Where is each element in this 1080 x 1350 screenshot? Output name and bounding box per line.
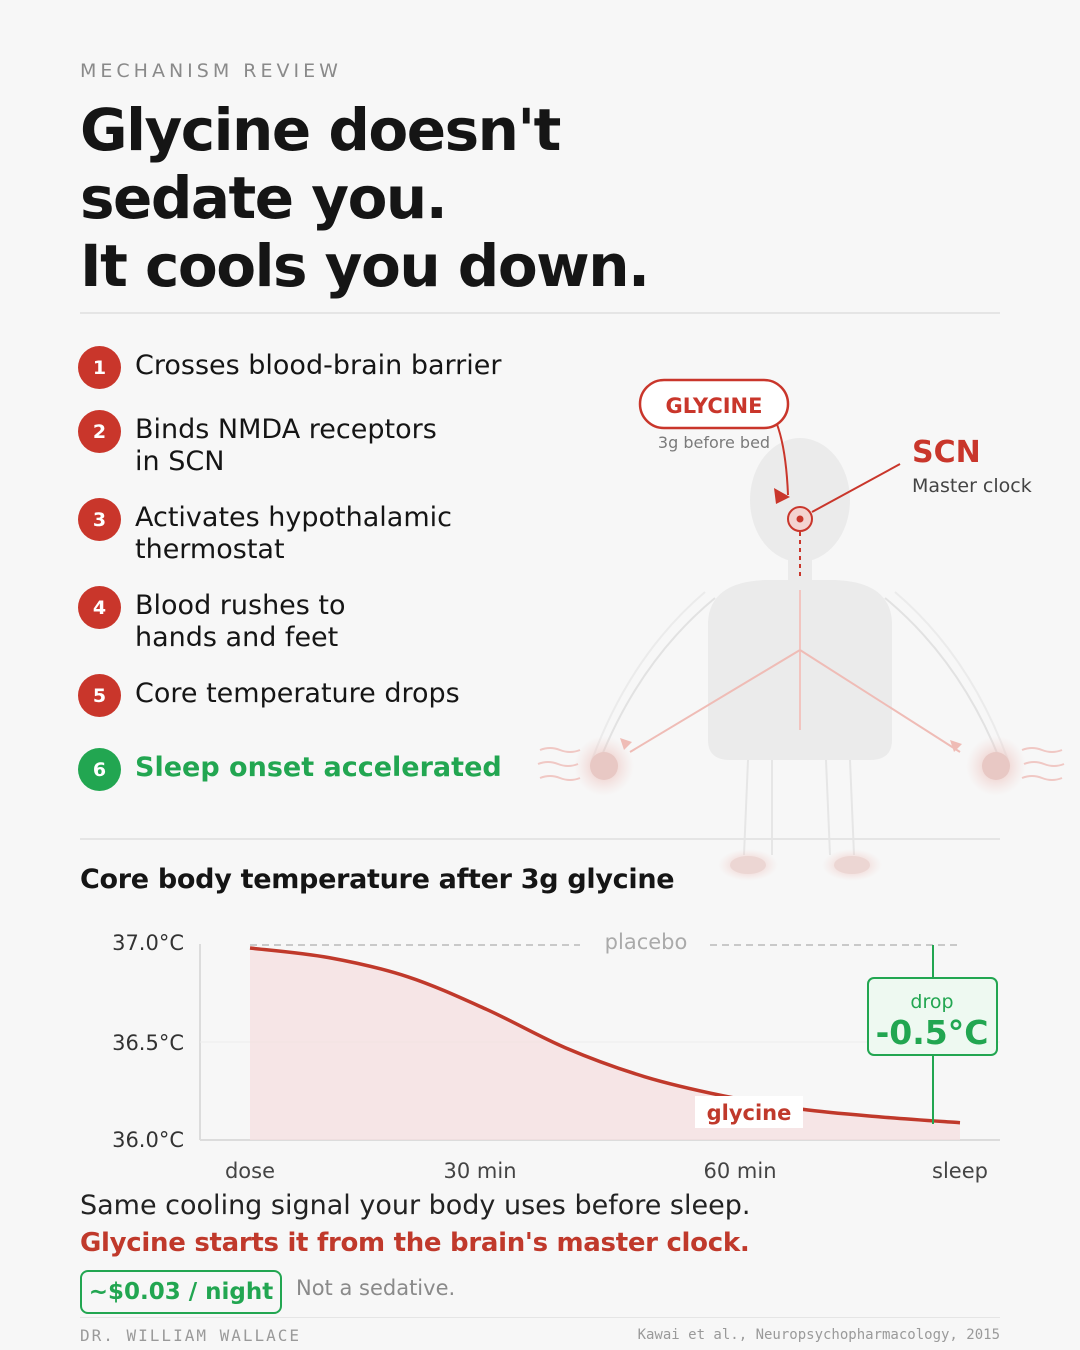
y-tick-label: 36.5°C: [112, 1031, 184, 1055]
left-leg: [743, 759, 773, 856]
left-arm: [599, 597, 716, 761]
x-tick-label: dose: [225, 1159, 275, 1183]
body-diagram: GLYCINE 3g before bed SCN Master clock: [537, 378, 1065, 881]
flow-arrow-left: [620, 738, 632, 750]
step-text: Core temperature drops: [135, 678, 460, 709]
glycine-label-bg: [695, 1096, 803, 1128]
right-heat-lines: [1021, 747, 1065, 781]
eyebrow: MECHANISM REVIEW: [80, 60, 342, 82]
drop-value: -0.5°C: [876, 1013, 989, 1052]
step-4: 4 Blood rushes to hands and feet: [78, 586, 346, 654]
x-tick-label: sleep: [932, 1159, 988, 1183]
neck: [788, 556, 812, 584]
step-3: 3 Activates hypothalamic thermostat: [78, 498, 452, 566]
scn-dot: [796, 515, 804, 523]
chart-title: Core body temperature after 3g glycine: [80, 864, 675, 895]
step-6: 6 Sleep onset accelerated: [78, 748, 502, 791]
step-number: 4: [78, 586, 121, 629]
glycine-dose-label: 3g before bed: [658, 433, 770, 452]
caption-line-1: Same cooling signal your body uses befor…: [80, 1190, 751, 1221]
step-text: Blood rushes to hands and feet: [135, 590, 346, 653]
drop-callout: [867, 977, 998, 1056]
headline-line-2: sedate you.: [80, 164, 448, 232]
divider-top: [80, 312, 1000, 314]
step-number: 1: [78, 346, 121, 389]
glycine-label: GLYCINE: [666, 394, 763, 418]
right-foot: [834, 856, 870, 874]
step-text: Activates hypothalamic thermostat: [135, 502, 452, 565]
glycine-area: [250, 948, 960, 1140]
left-heat-lines: [537, 747, 581, 781]
step-text: Crosses blood-brain barrier: [135, 350, 502, 381]
y-tick-label: 36.0°C: [112, 1128, 184, 1152]
placebo-label: placebo: [605, 930, 688, 954]
left-hand: [590, 752, 618, 780]
footer-author: DR. WILLIAM WALLACE: [80, 1326, 302, 1345]
divider-mid: [80, 838, 1000, 840]
head: [750, 438, 850, 562]
step-number: 5: [78, 674, 121, 717]
x-tick-label: 30 min: [444, 1159, 517, 1183]
scn-pointer-line: [811, 463, 901, 513]
step-text: Binds NMDA receptors in SCN: [135, 414, 437, 477]
step-1: 1 Crosses blood-brain barrier: [78, 346, 501, 389]
glycine-pill: [638, 378, 790, 430]
left-foot: [730, 856, 766, 874]
price-note: Not a sedative.: [296, 1276, 456, 1300]
x-tick-label: 60 min: [704, 1159, 777, 1183]
flow-line-left: [629, 649, 801, 753]
divider-bottom: [80, 1317, 1000, 1318]
right-leg: [825, 759, 855, 856]
step-number: 3: [78, 498, 121, 541]
price-badge: ~$0.03 / night: [80, 1270, 282, 1314]
temperature-chart: 37.0°C 36.5°C 36.0°C placebo glycine dro…: [112, 930, 1000, 1183]
scn-label: SCN: [912, 435, 981, 470]
headline-line-1: Glycine doesn't: [80, 96, 561, 164]
right-arm-outline: [894, 591, 1009, 761]
y-tick-label: 37.0°C: [112, 931, 184, 955]
right-hand: [982, 752, 1010, 780]
flow-line-right: [799, 649, 961, 753]
glycine-line: [249, 946, 961, 1125]
glycine-series-label: glycine: [707, 1101, 792, 1125]
right-arm: [884, 597, 1001, 761]
drop-label: drop: [910, 991, 953, 1013]
footer-citation: Kawai et al., Neuropsychopharmacology, 2…: [637, 1327, 1000, 1343]
glycine-arrow-head: [774, 488, 790, 504]
step-5: 5 Core temperature drops: [78, 674, 460, 717]
step-number: 2: [78, 410, 121, 453]
step-text: Sleep onset accelerated: [135, 752, 502, 783]
scn-sublabel: Master clock: [912, 475, 1032, 497]
step-2: 2 Binds NMDA receptors in SCN: [78, 410, 437, 478]
left-arm-outline: [591, 591, 706, 761]
flow-arrow-right: [950, 740, 962, 752]
headline: Glycine doesn't sedate you. It cools you…: [80, 96, 650, 300]
headline-line-3: It cools you down.: [80, 232, 650, 300]
caption-line-2: Glycine starts it from the brain's maste…: [80, 1228, 750, 1258]
step-number: 6: [78, 748, 121, 791]
